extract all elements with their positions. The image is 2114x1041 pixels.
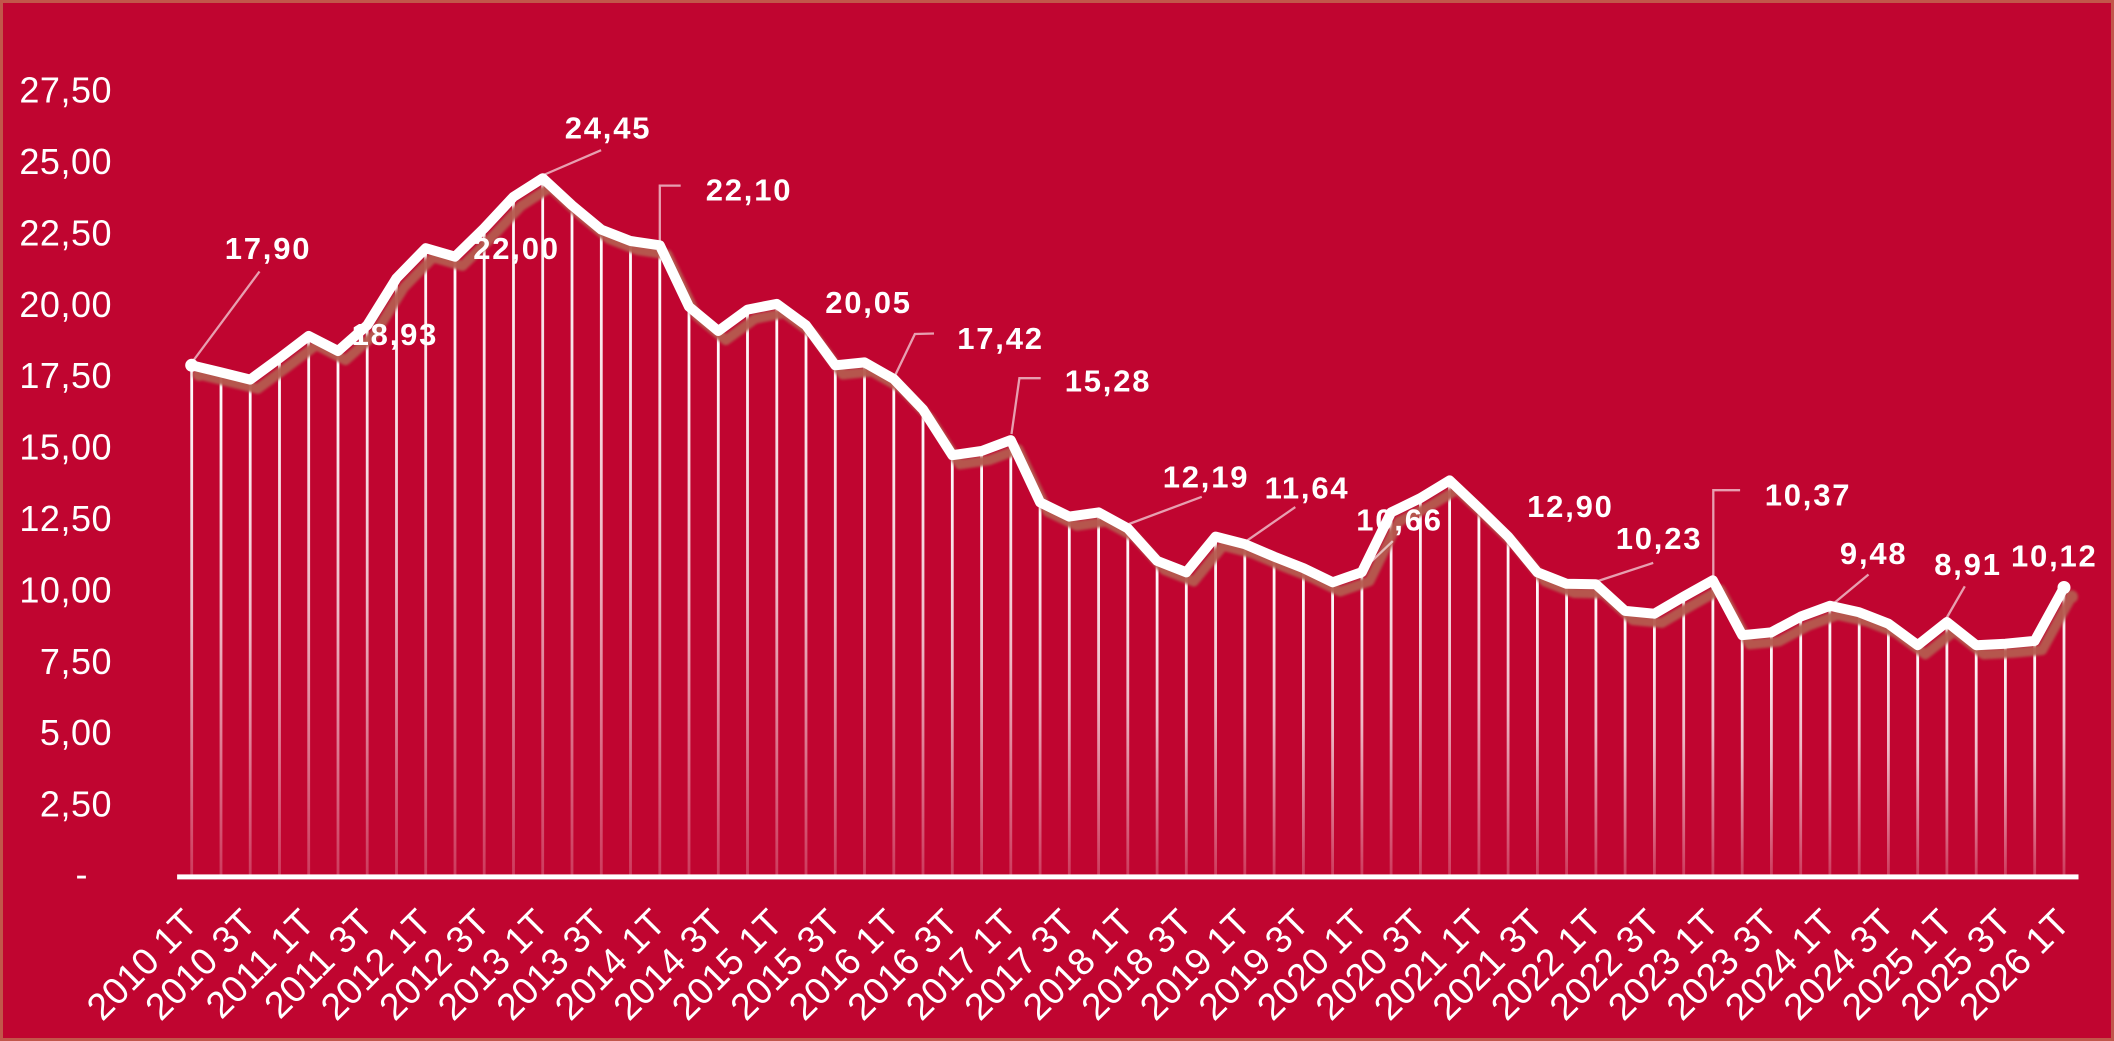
svg-text:10,66: 10,66 xyxy=(1356,503,1443,538)
svg-text:12,50: 12,50 xyxy=(19,498,112,539)
svg-text:2,50: 2,50 xyxy=(40,784,112,825)
svg-text:22,10: 22,10 xyxy=(706,173,793,208)
svg-text:10,37: 10,37 xyxy=(1765,478,1852,513)
svg-text:25,00: 25,00 xyxy=(19,141,112,182)
svg-text:18,93: 18,93 xyxy=(352,317,439,352)
svg-text:15,00: 15,00 xyxy=(19,427,112,468)
svg-text:12,19: 12,19 xyxy=(1163,460,1250,495)
svg-text:15,28: 15,28 xyxy=(1065,364,1152,399)
svg-text:24,45: 24,45 xyxy=(565,111,652,146)
svg-text:17,42: 17,42 xyxy=(957,321,1044,356)
svg-text:27,50: 27,50 xyxy=(19,70,112,111)
svg-text:9,48: 9,48 xyxy=(1840,536,1908,571)
svg-text:-: - xyxy=(76,854,89,895)
svg-text:20,05: 20,05 xyxy=(825,285,912,320)
svg-text:10,12: 10,12 xyxy=(2011,539,2098,574)
svg-text:8,91: 8,91 xyxy=(1934,547,2002,582)
svg-text:17,90: 17,90 xyxy=(225,231,312,266)
svg-text:5,00: 5,00 xyxy=(40,712,112,753)
svg-text:17,50: 17,50 xyxy=(19,355,112,396)
svg-text:22,00: 22,00 xyxy=(473,231,560,266)
svg-text:22,50: 22,50 xyxy=(19,212,112,253)
svg-text:10,00: 10,00 xyxy=(19,569,112,610)
svg-text:10,23: 10,23 xyxy=(1616,521,1703,556)
svg-text:20,00: 20,00 xyxy=(19,284,112,325)
svg-text:7,50: 7,50 xyxy=(40,641,112,682)
svg-text:12,90: 12,90 xyxy=(1527,489,1614,524)
svg-text:11,64: 11,64 xyxy=(1265,471,1350,506)
